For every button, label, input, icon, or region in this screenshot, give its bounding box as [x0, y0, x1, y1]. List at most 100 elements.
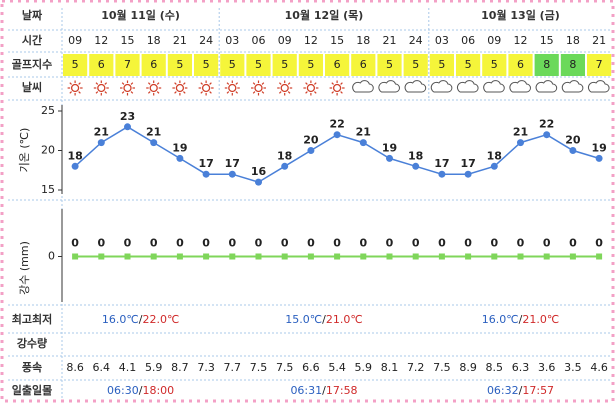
sun-ray: [104, 82, 108, 85]
cloud: [378, 80, 400, 93]
data-label: 0: [150, 237, 158, 250]
point: [595, 154, 603, 162]
golf-cell: [246, 54, 271, 76]
sun: [228, 83, 237, 93]
row-label: 일출일몰: [12, 383, 52, 397]
time-label: 06: [252, 34, 266, 47]
point: [569, 147, 577, 154]
golf-index: 5: [386, 58, 393, 71]
golf-index: 6: [517, 58, 524, 71]
data-label: 0: [333, 237, 341, 250]
sun-ray: [156, 91, 160, 94]
sun: [306, 83, 316, 93]
weather-icon: [456, 80, 479, 93]
row-label: 골프지수: [12, 57, 52, 71]
point: [229, 253, 236, 260]
golf-cell: [272, 54, 297, 76]
data-label: 20: [565, 134, 581, 147]
sunrise-sunset: 06:30/18:00: [107, 384, 174, 397]
data-label: 0: [412, 237, 420, 250]
data-label: 0: [517, 237, 525, 250]
golf-cell: [403, 54, 428, 76]
row-label: 풍속: [22, 361, 42, 374]
golf-index: 7: [124, 58, 131, 71]
data-label: 0: [569, 237, 577, 250]
data-label: 22: [539, 118, 554, 131]
data-label: 0: [543, 237, 551, 250]
time-label: 06: [461, 34, 475, 47]
data-label: 0: [124, 237, 132, 250]
weather-icon: [251, 80, 266, 96]
point: [490, 162, 498, 170]
golf-index: 5: [491, 58, 498, 71]
point: [307, 147, 315, 154]
time-label: 24: [199, 34, 213, 47]
cloud: [483, 80, 505, 93]
golf-index: 5: [255, 58, 262, 71]
sun: [175, 83, 185, 93]
weather-icon: [277, 80, 293, 96]
golf-cell: [456, 54, 481, 76]
golf-index: 5: [307, 58, 314, 71]
sun-ray: [95, 82, 99, 85]
point: [176, 154, 184, 162]
weather-icon: [378, 80, 400, 93]
point: [412, 253, 419, 260]
weather-icon: [329, 80, 345, 96]
time-label: 12: [304, 34, 318, 47]
cloud: [430, 80, 453, 93]
data-label: 21: [356, 126, 371, 139]
golf-cell: [377, 54, 402, 76]
sun-part: 06:30: [107, 384, 139, 397]
sun-ray: [331, 91, 334, 94]
data-label: 18: [277, 149, 292, 162]
min-max-part: 16.0℃: [482, 313, 519, 326]
wind-speed: 8.5: [486, 361, 504, 374]
data-label: 21: [94, 126, 109, 139]
wind-speed: 6.4: [93, 361, 111, 374]
data-label: 0: [490, 237, 498, 250]
point: [438, 170, 446, 178]
sun: [70, 83, 80, 93]
golf-cell: [325, 54, 350, 76]
wind-speed: 7.5: [276, 361, 294, 374]
point: [543, 253, 550, 260]
sun-ray: [104, 91, 108, 94]
point: [412, 162, 420, 170]
time-label: 09: [487, 34, 501, 47]
row-label: 시간: [22, 33, 42, 47]
sun-ray: [183, 91, 186, 94]
min-max-part: 15.0℃: [285, 313, 322, 326]
golf-index: 5: [176, 58, 183, 71]
sun-ray: [331, 82, 334, 85]
sun-ray: [130, 91, 134, 94]
time-label: 12: [94, 34, 108, 47]
weather-icon: [535, 80, 558, 93]
sun-ray: [305, 82, 308, 85]
point: [464, 170, 472, 178]
sun-ray: [278, 91, 282, 94]
golf-index: 8: [569, 58, 576, 71]
time-label: 21: [173, 34, 187, 47]
data-label: 0: [386, 237, 394, 250]
sun-ray: [235, 82, 239, 85]
golf-index: 6: [98, 58, 105, 71]
sun-part: /: [139, 384, 143, 397]
golf-cell: [351, 54, 376, 76]
weather-icon: [483, 80, 505, 93]
sun-part: 17:58: [326, 384, 358, 397]
sunrise-sunset: 06:31/17:58: [290, 384, 357, 397]
min-max: 16.0℃/21.0℃: [482, 313, 559, 326]
row-label: 강수량: [17, 336, 47, 350]
point: [124, 123, 131, 131]
data-label: 22: [329, 118, 344, 131]
golf-cell: [115, 54, 140, 76]
weather-icon: [404, 80, 427, 93]
sun: [254, 83, 263, 93]
sun-ray: [314, 82, 317, 85]
date-label: 10월 13일 (금): [481, 8, 560, 22]
data-label: 16: [251, 165, 267, 178]
golf-cell: [167, 54, 192, 76]
